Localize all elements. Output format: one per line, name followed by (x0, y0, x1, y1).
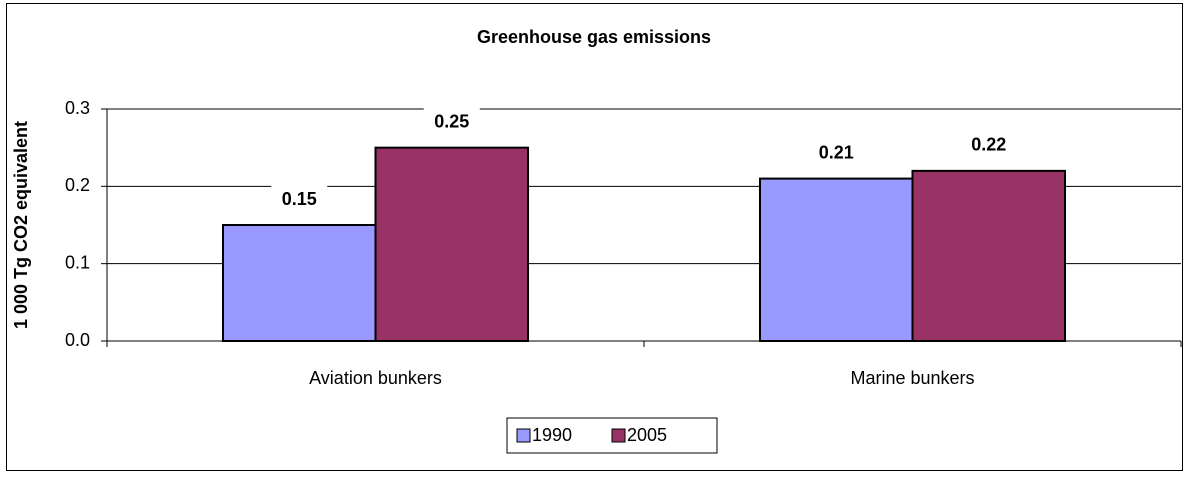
y-axis-title: 1 000 Tg CO2 equivalent (11, 121, 31, 329)
chart-title: Greenhouse gas emissions (477, 27, 711, 47)
x-tick-label: Marine bunkers (850, 368, 974, 388)
bar (758, 177, 914, 342)
value-label: 0.25 (434, 111, 469, 131)
value-label-bg (423, 103, 480, 142)
y-tick-label: 0.3 (65, 98, 90, 118)
value-label-bg (960, 126, 1017, 165)
value-label: 0.15 (282, 189, 317, 209)
bar (221, 224, 377, 342)
legend-label: 1990 (532, 425, 572, 445)
bar (911, 169, 1067, 342)
x-tick-label: Aviation bunkers (309, 368, 442, 388)
value-label-bg (271, 181, 328, 219)
value-label: 0.22 (971, 135, 1006, 155)
legend-label: 2005 (627, 425, 667, 445)
bar (374, 146, 530, 342)
value-label-bg (808, 134, 865, 173)
legend-swatch (516, 428, 531, 443)
y-tick-label: 0.1 (65, 252, 90, 272)
y-tick-label: 0.2 (65, 175, 90, 195)
y-tick-label: 0.0 (65, 330, 90, 350)
value-label: 0.21 (819, 142, 854, 162)
legend-swatch (611, 428, 626, 443)
